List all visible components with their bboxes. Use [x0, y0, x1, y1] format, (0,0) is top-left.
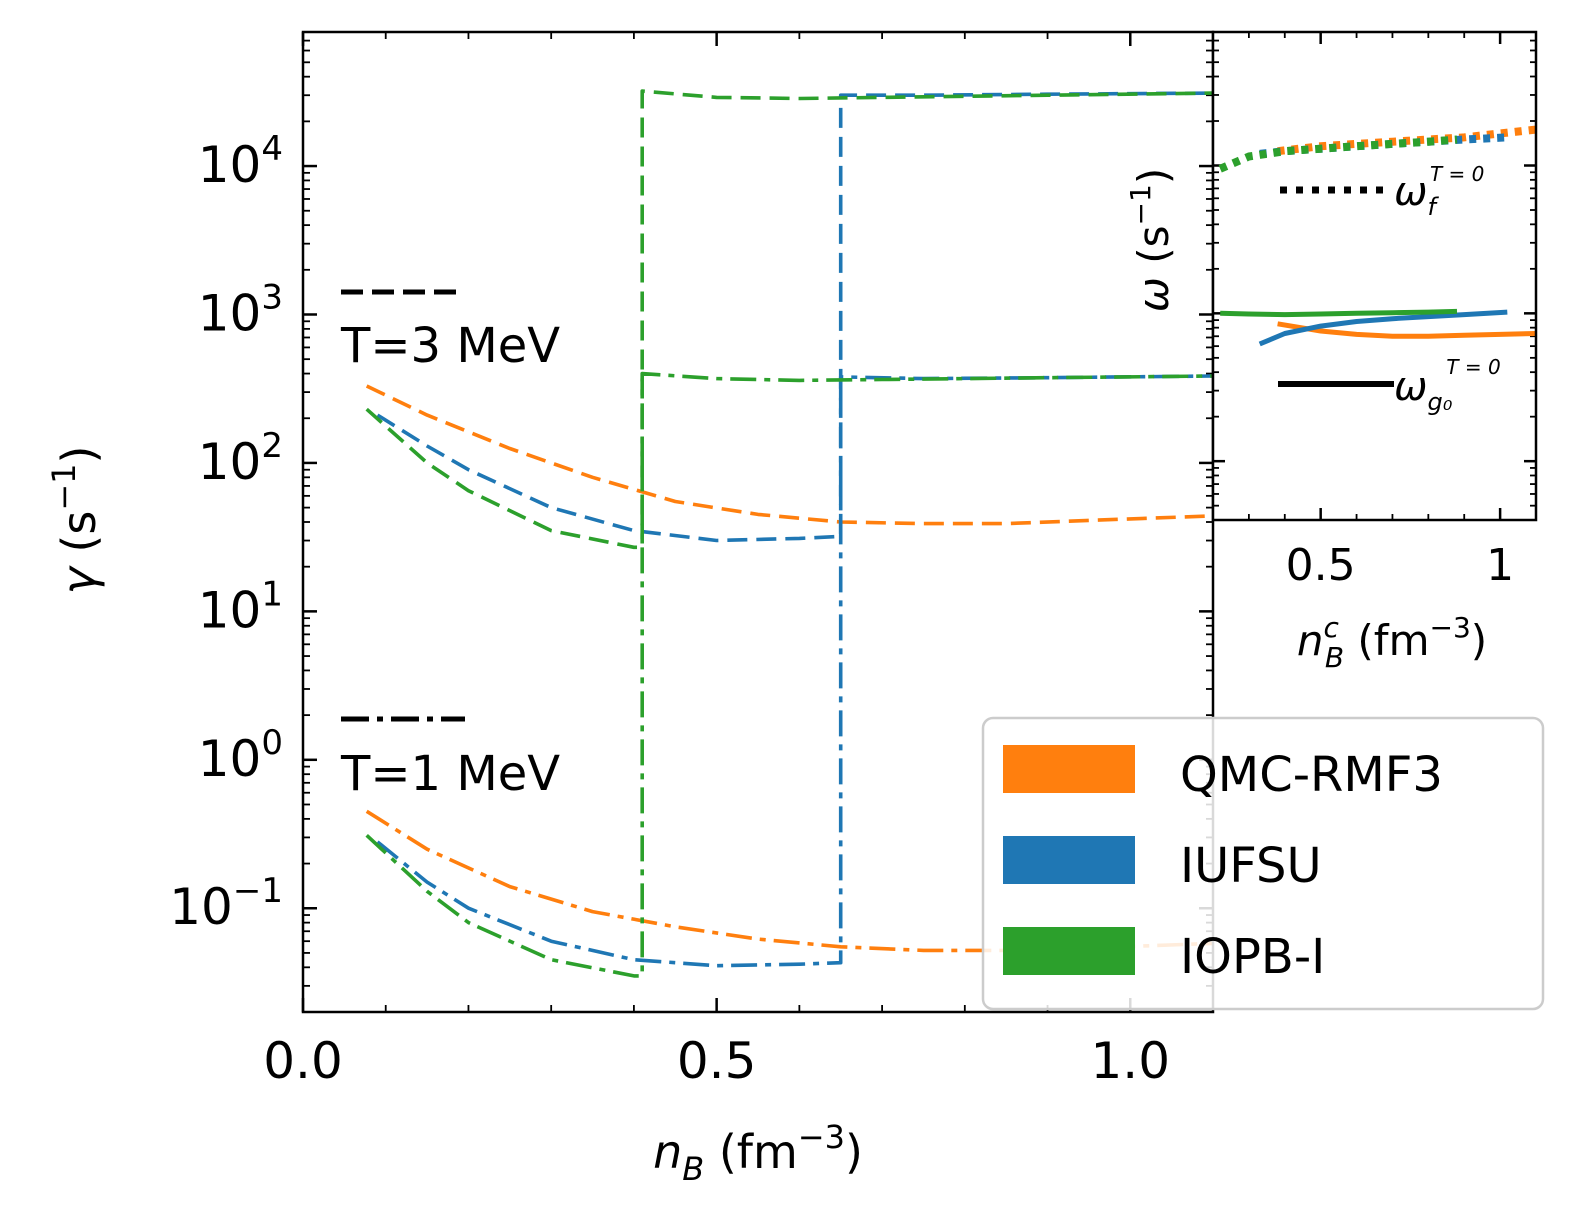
series-line-iopb-i-g0	[1220, 308, 1458, 318]
main-plot-frame	[301, 30, 1215, 1014]
legend: QMC-RMF3 IUFSU IOPB-I	[981, 716, 1545, 1011]
main-x-axis-title: nB (fm−3)	[653, 1118, 863, 1188]
series-line-iufsu-1mev	[376, 374, 1214, 968]
x-tick-label: 1.0	[1091, 1032, 1171, 1090]
series-line-iufsu-g0	[1258, 309, 1508, 347]
inset-frame	[1211, 30, 1538, 522]
y-tick-label: 104	[198, 129, 283, 194]
t3-label: T=3 MeV	[340, 318, 560, 374]
main-x-tick-labels: 0.0 0.5 1.0	[263, 1032, 1170, 1090]
series-line-iopb-i-1mev	[365, 371, 1214, 978]
inset-background	[1213, 32, 1536, 520]
inset-x-tick-labels: 0.5 1	[1286, 540, 1514, 591]
y-tick-label: 101	[198, 574, 283, 639]
inset-x-axis-title: nc B (fm−3)	[1297, 611, 1487, 674]
series-line-iufsu-3mev	[376, 91, 1214, 543]
legend-swatch-iufsu	[1003, 836, 1135, 884]
inset-y-axis-title: ω (s−1)	[1124, 168, 1178, 312]
t1-label: T=1 MeV	[340, 746, 560, 802]
series-line-qmc-rmf3-3mev	[365, 384, 1214, 526]
x-tick-label: 0.0	[263, 1032, 343, 1090]
legend-swatch-iopb	[1003, 927, 1135, 975]
legend-label-iufsu: IUFSU	[1180, 838, 1322, 894]
series-line-iopb-i-3mev	[365, 89, 1214, 550]
inset-series-group	[1218, 125, 1537, 347]
y-tick-label: 102	[198, 426, 283, 491]
omega-g0-label: ωg₀T = 0	[1394, 355, 1501, 416]
main-y-axis-title: γ (s−1)	[45, 446, 106, 595]
legend-label-iopb: IOPB-I	[1180, 929, 1325, 985]
omega-f-label: ωfT = 0	[1394, 162, 1484, 221]
inset-x-tick-label: 1	[1486, 540, 1514, 591]
y-tick-label: 100	[198, 723, 283, 788]
main-y-tick-labels: 10−1 100 101 102 103 104	[169, 129, 283, 936]
x-tick-label: 0.5	[677, 1032, 757, 1090]
legend-label-qmc: QMC-RMF3	[1180, 747, 1443, 803]
y-tick-label: 10−1	[169, 871, 283, 936]
series-line-qmc-rmf3-g0	[1277, 321, 1537, 339]
y-tick-label: 103	[198, 277, 283, 342]
inset-x-tick-label: 0.5	[1286, 540, 1356, 591]
legend-swatch-qmc	[1003, 745, 1135, 793]
